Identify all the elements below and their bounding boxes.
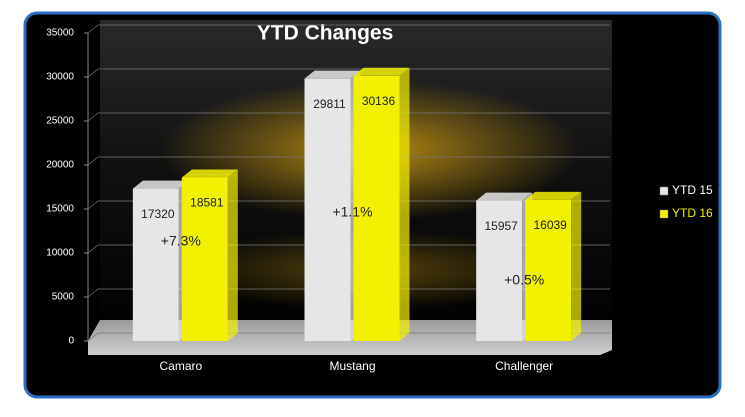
bar-top: [353, 67, 410, 76]
bar-top: [525, 191, 582, 200]
bar-top: [476, 192, 533, 201]
bar-side: [227, 169, 238, 341]
bar: [353, 67, 410, 342]
grid-line: [87, 244, 610, 254]
bar-front: [304, 78, 351, 341]
y-tick-label: 30000: [46, 72, 74, 83]
x-tick-label: Camaro: [159, 359, 202, 373]
grid-line: [87, 112, 610, 122]
x-tick-label: Challenger: [495, 359, 553, 373]
value-label: 17320: [141, 207, 175, 221]
annotation: +0.5%: [504, 272, 544, 288]
plot: 0 5000 10000 15000 20000 25000 30000 35000 Camar…: [46, 24, 713, 373]
bar-top: [304, 70, 361, 79]
bar-side: [571, 191, 582, 341]
y-tick-label: 15000: [46, 204, 74, 215]
value-label: 15957: [484, 219, 518, 233]
y-tick-label: 25000: [46, 116, 74, 127]
legend-swatch: [659, 209, 669, 219]
bar: [132, 180, 189, 341]
bar-top: [181, 169, 238, 178]
grid-line: [87, 24, 610, 34]
legend-swatch: [659, 186, 669, 196]
bar-front: [476, 200, 523, 341]
bar-front: [353, 75, 400, 342]
grid-line: [87, 288, 610, 298]
value-label: 18581: [190, 196, 224, 210]
grid-line: [87, 332, 610, 342]
y-tick-label: 10000: [46, 248, 74, 259]
y-tick-label: 0: [68, 336, 74, 347]
y-tick-label: 35000: [46, 28, 74, 39]
bar: [525, 191, 582, 341]
annotation: +7.3%: [161, 233, 201, 249]
grid-line: [87, 200, 610, 210]
grid-line: [87, 68, 610, 78]
bar-side: [399, 67, 410, 342]
bar-top: [132, 180, 189, 189]
legend-label: YTD 16: [672, 206, 713, 220]
bar-front: [132, 188, 179, 341]
y-tick-label: 5000: [52, 292, 75, 303]
y-tick-label: 20000: [46, 160, 74, 171]
bar: [476, 192, 533, 341]
grid-line: [87, 156, 610, 166]
value-label: 16039: [533, 218, 567, 232]
chart-title: YTD Changes: [257, 22, 394, 45]
value-label: 29811: [313, 97, 346, 111]
legend-label: YTD 15: [672, 183, 713, 197]
value-label: 30136: [362, 94, 396, 108]
annotation: +1.1%: [332, 204, 372, 220]
bar-front: [181, 177, 228, 341]
bar-front: [525, 199, 572, 341]
bar: [181, 169, 238, 341]
x-tick-label: Mustang: [329, 359, 375, 373]
